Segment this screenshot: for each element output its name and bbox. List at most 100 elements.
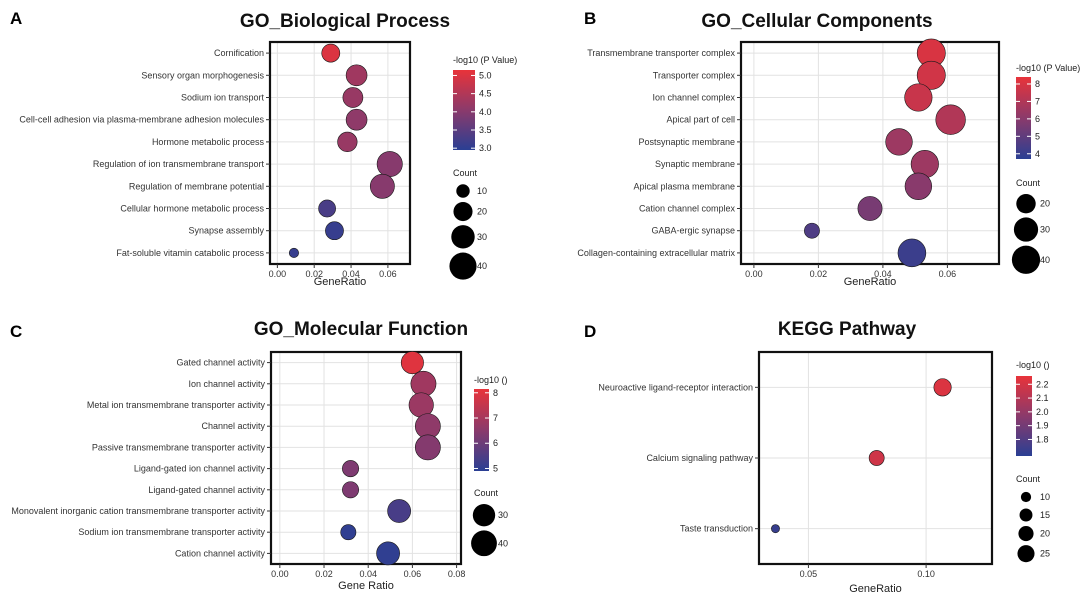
- x-tick-label: 0.04: [874, 269, 892, 279]
- data-point: [342, 481, 359, 499]
- panel-letter: C: [10, 322, 22, 341]
- plot-frame: [268, 40, 412, 266]
- x-tick-label: 0.06: [379, 269, 397, 279]
- size-legend-title: Count: [474, 488, 499, 498]
- y-tick-label: Gated channel activity: [176, 358, 265, 368]
- color-bar: [1016, 77, 1031, 159]
- data-point: [804, 222, 820, 239]
- size-legend-label: 20: [477, 207, 487, 217]
- size-legend-label: 40: [1040, 255, 1050, 265]
- size-legend-label: 15: [1040, 510, 1050, 520]
- x-axis-label: GeneRatio: [849, 583, 902, 595]
- data-point: [342, 87, 364, 108]
- x-tick-label: 0.10: [917, 569, 935, 579]
- data-point: [376, 541, 400, 566]
- y-tick-label: Fat-soluble vitamin catabolic process: [116, 248, 264, 258]
- y-tick-label: Hormone metabolic process: [152, 137, 265, 147]
- color-legend-label: 5: [493, 463, 498, 473]
- panel-letter: A: [10, 9, 22, 28]
- x-tick-label: 0.06: [939, 269, 957, 279]
- color-legend-label: 3.0: [479, 143, 492, 153]
- y-tick-label: Ion channel activity: [188, 379, 265, 389]
- data-point: [410, 370, 437, 397]
- y-tick-label: Synaptic membrane: [655, 159, 735, 169]
- color-legend-label: 4: [1035, 149, 1040, 159]
- size-legend-label: 10: [477, 186, 487, 196]
- x-tick-label: 0.02: [305, 269, 323, 279]
- size-legend-dot: [451, 225, 475, 249]
- y-tick-label: Apical part of cell: [666, 115, 735, 125]
- y-tick-label: Sensory organ morphogenesis: [141, 70, 264, 80]
- panel-d: D KEGG Pathway Neuroactive ligand-receptor…: [584, 319, 1050, 595]
- chart-title: KEGG Pathway: [778, 319, 917, 340]
- data-point: [771, 524, 780, 534]
- color-legend-label: 8: [493, 388, 498, 398]
- y-tick-label: Sodium ion transport: [181, 93, 265, 103]
- data-point: [857, 196, 883, 221]
- color-legend-label: 4.0: [479, 107, 492, 117]
- chart-title: GO_Cellular Components: [701, 11, 932, 32]
- panel-b: B GO_Cellular Components Transmembrane tra…: [577, 9, 1080, 288]
- size-legend-label: 20: [1040, 529, 1050, 539]
- data-point: [288, 247, 299, 258]
- x-tick-label: 0.04: [342, 269, 360, 279]
- x-axis-label: GeneRatio: [314, 276, 367, 288]
- size-legend-label: 40: [498, 538, 508, 548]
- data-point: [325, 221, 344, 241]
- data-point: [340, 524, 357, 541]
- color-bar: [453, 70, 475, 150]
- y-tick-label: Ion channel complex: [652, 93, 735, 103]
- size-legend-label: 25: [1040, 549, 1050, 559]
- size-legend-dot: [1016, 194, 1036, 214]
- size-legend-title: Count: [1016, 178, 1041, 188]
- data-point: [387, 499, 411, 523]
- y-tick-label: Calcium signaling pathway: [646, 453, 753, 463]
- y-tick-label: Sodium ion transmembrane transporter act…: [78, 527, 265, 537]
- color-legend-title: -log10 (): [474, 375, 508, 385]
- data-point: [345, 108, 368, 131]
- data-point: [935, 104, 966, 135]
- size-legend-label: 10: [1040, 492, 1050, 502]
- x-tick-label: 0.02: [315, 569, 333, 579]
- size-legend-dot: [1013, 217, 1039, 242]
- y-tick-label: Regulation of ion transmembrane transpor…: [93, 159, 265, 169]
- size-legend-dot: [472, 504, 496, 527]
- panel-a: A GO_Biological Process Cornification Senso…: [10, 9, 517, 288]
- y-tick-label: Transporter complex: [653, 70, 736, 80]
- y-tick-label: Ligand-gated channel activity: [148, 485, 265, 495]
- size-legend-dot: [1019, 508, 1033, 522]
- chart-title: GO_Molecular Function: [254, 319, 468, 340]
- y-tick-label: Taste transduction: [680, 524, 753, 534]
- size-legend-dot: [471, 530, 497, 557]
- data-point: [369, 173, 395, 199]
- panel-letter: D: [584, 322, 596, 341]
- color-legend-label: 5.0: [479, 70, 492, 80]
- color-legend-label: 2.2: [1036, 379, 1049, 389]
- x-tick-label: 0.05: [800, 569, 818, 579]
- y-tick-label: Passive transmembrane transporter activi…: [92, 442, 266, 452]
- size-legend-dot: [453, 202, 473, 222]
- color-legend-title: -log10 (): [1016, 360, 1050, 370]
- color-legend-label: 7: [493, 413, 498, 423]
- y-tick-label: Cellular hormone metabolic process: [120, 204, 264, 214]
- y-tick-label: Channel activity: [201, 421, 265, 431]
- color-legend-label: 7: [1035, 96, 1040, 106]
- y-tick-label: Synapse assembly: [188, 226, 264, 236]
- color-legend-label: 5: [1035, 131, 1040, 141]
- y-tick-label: Metal ion transmembrane transporter acti…: [87, 400, 266, 410]
- color-legend-label: 4.5: [479, 89, 492, 99]
- panel-c: C GO_Molecular Function Gated channel acti…: [10, 319, 508, 592]
- data-point: [376, 151, 403, 178]
- x-tick-label: 0.00: [269, 269, 287, 279]
- x-axis-label: GeneRatio: [844, 276, 897, 288]
- size-legend-dot: [1011, 245, 1041, 274]
- y-tick-label: Cation channel complex: [639, 204, 736, 214]
- x-tick-label: 0.04: [359, 569, 377, 579]
- color-legend-label: 6: [1035, 114, 1040, 124]
- x-axis-label: Gene Ratio: [338, 580, 394, 592]
- y-tick-label: Cornification: [214, 48, 264, 58]
- size-legend-label: 40: [477, 261, 487, 271]
- y-tick-label: Collagen-containing extracellular matrix: [577, 248, 735, 258]
- x-tick-label: 0.06: [404, 569, 422, 579]
